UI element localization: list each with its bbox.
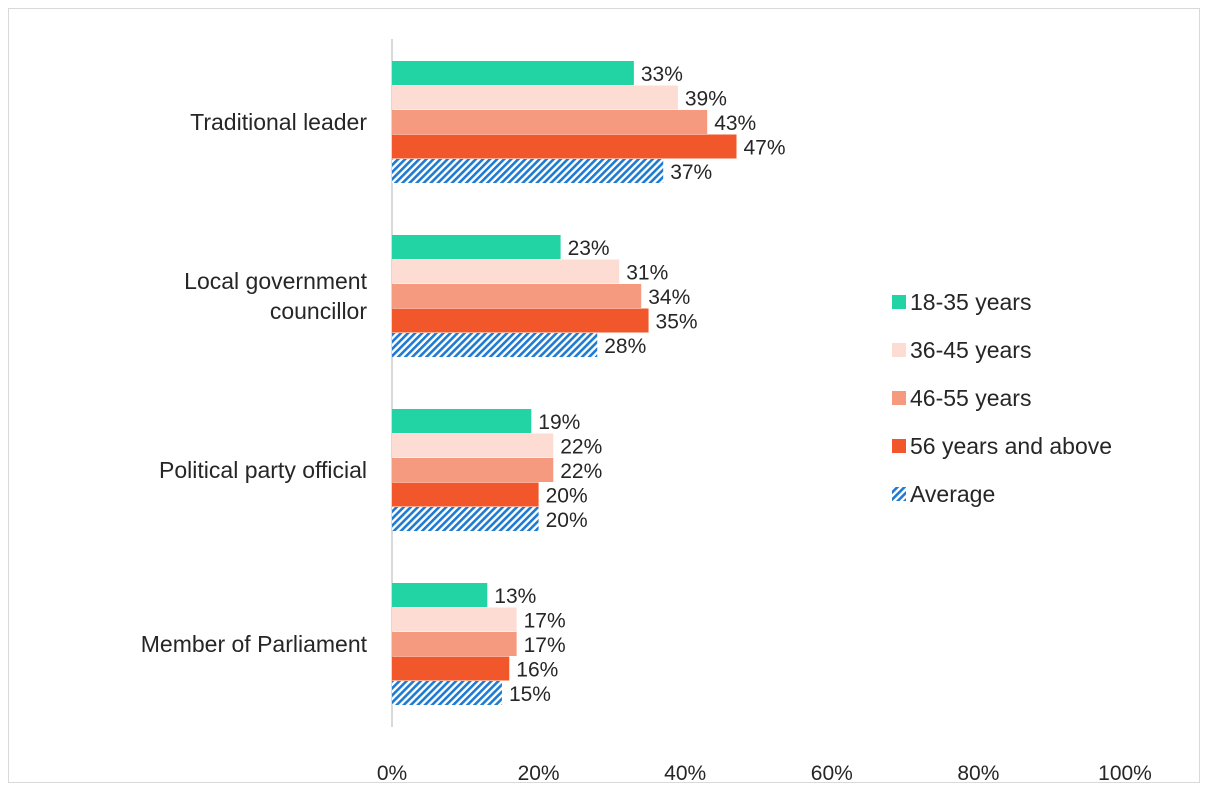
bar [392,85,678,110]
data-label: 19% [538,411,580,434]
data-label: 23% [568,237,610,260]
bar [392,308,649,333]
category-label: Political party official [159,457,367,483]
data-label: 20% [546,509,588,532]
bar [392,681,502,705]
data-label: 31% [626,262,668,285]
legend-swatch [892,295,906,309]
axes: 0% 20% 40% 60% 80% 100% Traditional leader Loca… [141,39,1152,784]
chart-frame: 0% 20% 40% 60% 80% 100% Traditional leader Loca… [8,8,1200,784]
bar [392,507,539,531]
legend-label: Average [910,481,995,507]
data-label: 33% [641,63,683,86]
bar [392,61,634,85]
data-label: 17% [524,610,566,633]
legend-swatch [892,439,906,453]
bar [392,235,561,259]
data-label: 37% [670,161,712,184]
bar [392,134,737,159]
data-label: 17% [524,634,566,657]
bar [392,482,539,507]
bar [392,259,620,284]
bar [392,458,554,482]
legend: 18-35 years 36-45 years 46-55 years 56 year… [892,289,1112,507]
bar-chart: 0% 20% 40% 60% 80% 100% Traditional leader Loca… [141,39,1152,784]
data-label: 22% [560,436,602,459]
bar [392,159,664,183]
data-label: 28% [604,335,646,358]
data-label: 16% [516,659,558,682]
data-label: 43% [714,112,756,135]
x-tick-label: 40% [664,762,706,784]
bar [392,110,708,134]
legend-swatch [892,487,906,501]
data-label: 34% [648,286,690,309]
data-label: 47% [744,137,786,160]
legend-label: 18-35 years [910,289,1031,315]
bar [392,333,598,357]
legend-swatch [892,391,906,405]
x-tick-label: 100% [1098,762,1152,784]
bar [392,607,517,632]
category-label: Traditional leader [190,109,367,135]
x-tick-label: 80% [957,762,999,784]
category-label: Local government councillor [184,268,367,324]
category-label: Member of Parliament [141,631,368,657]
data-label: 20% [546,485,588,508]
legend-label: 46-55 years [910,385,1031,411]
bar [392,409,532,433]
data-label: 15% [509,683,551,706]
x-tick-label: 20% [518,762,560,784]
data-label: 39% [685,88,727,111]
legend-label: 36-45 years [910,337,1031,363]
bar [392,656,510,681]
data-label: 13% [494,585,536,608]
legend-swatch [892,343,906,357]
legend-label: 56 years and above [910,433,1112,459]
x-tick-label: 60% [811,762,853,784]
data-label: 22% [560,460,602,483]
data-label: 35% [656,311,698,334]
bar [392,583,488,607]
bar [392,284,642,308]
bars [392,61,737,705]
bar [392,433,554,458]
value-labels: 33% 23% 19% 13% 39% 31% 22% 17% 43% 34% 22% 17% 47% 3… [494,63,785,706]
x-tick-label: 0% [377,762,407,784]
bar [392,632,517,656]
